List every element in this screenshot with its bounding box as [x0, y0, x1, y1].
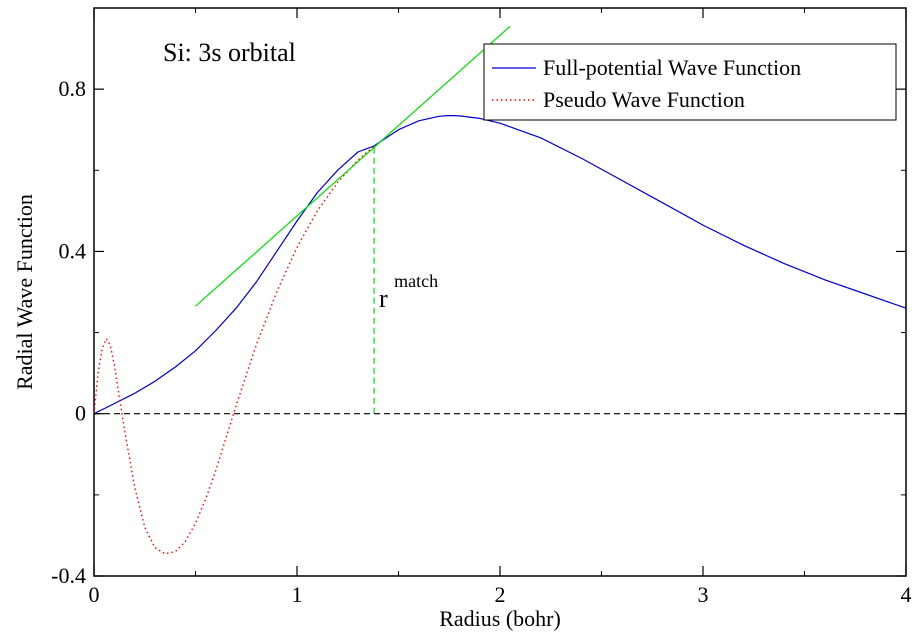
x-tick-label: 2	[495, 582, 506, 607]
y-tick-label: 0	[75, 401, 86, 426]
x-tick-label: 1	[292, 582, 303, 607]
series-pseudo-line	[93, 145, 375, 555]
series-layer	[93, 25, 907, 555]
x-tick-label: 3	[698, 582, 709, 607]
match-annotation: r match	[379, 271, 438, 313]
y-tick-label: -0.4	[51, 563, 86, 588]
orbital-annotation: Si: 3s orbital	[163, 38, 296, 67]
x-tick-label: 4	[901, 582, 912, 607]
match-annotation-base: r	[379, 284, 388, 313]
legend-label-pseudo: Pseudo Wave Function	[543, 87, 745, 112]
match-annotation-sup: match	[394, 271, 438, 291]
series-full-potential-line	[93, 114, 907, 415]
legend: Full-potential Wave Function Pseudo Wave…	[483, 43, 897, 121]
y-tick-label: 0.4	[59, 238, 87, 263]
x-tick-label: 0	[89, 582, 100, 607]
axis-layer: 0 1 2 3 4-0.400.40.8	[51, 8, 912, 607]
tangent-line	[195, 25, 511, 307]
legend-box	[483, 43, 897, 121]
y-axis-title: Radial Wave Function	[12, 194, 37, 390]
y-tick-label: 0.8	[59, 76, 87, 101]
legend-label-full-potential: Full-potential Wave Function	[543, 55, 801, 80]
x-axis-title: Radius (bohr)	[439, 606, 561, 631]
